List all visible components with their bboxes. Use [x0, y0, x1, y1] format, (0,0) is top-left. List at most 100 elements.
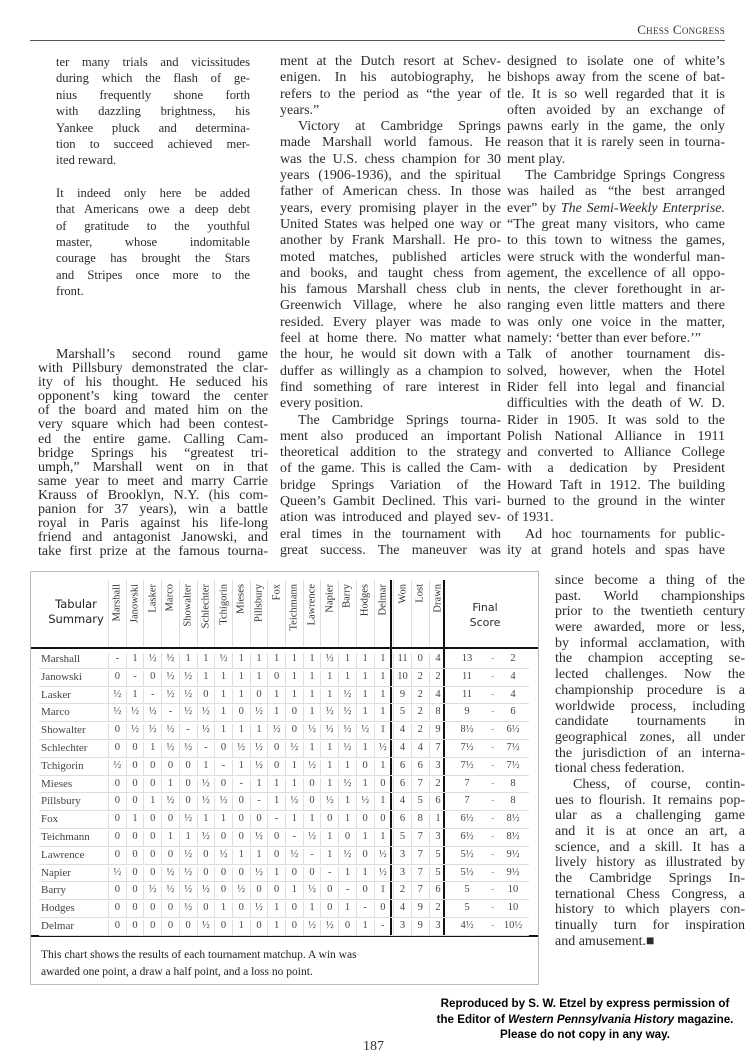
score-separator: -: [491, 724, 495, 736]
text-line: geographical zones, all under: [555, 730, 745, 746]
result-cell: 1: [285, 777, 303, 794]
result-cell: 1: [355, 706, 374, 723]
result-cell: ½: [108, 759, 126, 776]
column-header: Marco: [161, 580, 179, 646]
result-cell: 1: [320, 831, 338, 847]
score-for: 5½: [460, 848, 474, 860]
result-cell: 0: [178, 777, 197, 794]
player-name: Lasker: [41, 688, 71, 701]
stat-won: 5: [393, 831, 411, 847]
result-cell: 1: [302, 688, 321, 705]
line-text: The Cambridge Springs Congress: [525, 168, 725, 184]
column-header-label: Teichmann: [288, 584, 300, 631]
line-text: difficulties with the death of W. D.: [507, 396, 725, 412]
result-cell: 1: [320, 670, 338, 687]
line-text: ment play.: [507, 151, 566, 167]
result-cell: 1: [373, 706, 392, 723]
stat-drawn: 2: [428, 777, 447, 794]
result-cell: ½: [178, 688, 197, 705]
player-name: Schlechter: [41, 742, 88, 754]
line-text: designed to isolate one of white’s: [507, 54, 725, 69]
result-cell: 0: [125, 831, 144, 847]
result-cell: ½: [231, 884, 250, 901]
result-cell: ½: [231, 742, 250, 758]
text-line: The Cambridge Springs Congress: [507, 168, 725, 184]
credit-text: the Editor of: [436, 1012, 509, 1026]
result-cell: 0: [267, 759, 285, 776]
score-against: 4: [510, 670, 516, 682]
text-line: ues to flourish. It remains pop-: [555, 793, 745, 809]
result-cell: 1: [267, 777, 285, 794]
result-cell: ½: [108, 706, 126, 723]
result-cell: ½: [302, 884, 321, 901]
result-cell: 0: [267, 831, 285, 847]
stat-lost: 7: [410, 831, 429, 847]
column-header-label: Delmar: [377, 584, 389, 616]
result-cell: 0: [108, 920, 126, 936]
text-column-2: ment at the Dutch resort at Schev-enigen…: [280, 54, 501, 559]
result-cell: 1: [355, 688, 374, 705]
column-header-label: Pillsbury: [253, 584, 265, 622]
result-cell: 0: [320, 902, 338, 919]
stat-lost: 2: [410, 670, 429, 687]
player-name: Teichmann: [41, 831, 90, 843]
text-line: was the U.S. chess champion for 30: [280, 152, 501, 168]
result-cell: 0: [143, 866, 161, 883]
stat-drawn: 2: [428, 670, 447, 687]
text-line: enigen. In his autobiography, he: [280, 70, 501, 86]
text-line: It indeed only here be added: [56, 185, 250, 201]
text-line: very square which had been contest-: [38, 418, 268, 432]
result-cell: 1: [231, 848, 250, 865]
result-cell: 0: [338, 920, 356, 936]
result-cell: ½: [285, 742, 303, 758]
score-against: 7½: [506, 742, 520, 753]
text-line: designed to isolate one of white’s: [507, 54, 725, 70]
text-line: tion to succeed achieved mer-: [56, 136, 250, 152]
text-line: history to which players con-: [555, 902, 745, 918]
text-line: Krauss of Brooklyn, N.Y. (his com-: [38, 488, 268, 503]
text-column-3-continued: since become a thing of the past. World c…: [555, 573, 745, 950]
line-text: courage has brought the Stars: [56, 251, 250, 266]
result-cell: 1: [355, 831, 374, 847]
text-line: of gratitude to the youthful: [56, 218, 250, 234]
result-cell: ½: [178, 848, 197, 865]
score-against: 8: [510, 795, 516, 807]
result-cell: ½: [108, 866, 126, 883]
result-cell: 0: [161, 759, 179, 776]
result-cell: ½: [285, 848, 303, 865]
result-cell: ½: [267, 724, 285, 741]
result-cell: -: [249, 795, 268, 812]
text-line: and Stripes once more to the: [56, 267, 250, 283]
line-text: Yankee pluck and determina-: [56, 120, 250, 135]
text-line: the champion accepting se-: [555, 651, 745, 667]
table-row: Fox 0 1 0 0 ½ 1 1 0 0-1 1 0 1 0 0 6 8 1 6½ -8½: [39, 811, 529, 830]
result-cell: 0: [196, 688, 215, 705]
result-cell: 0: [125, 920, 144, 936]
table-caption: This chart shows the results of each tou…: [41, 947, 521, 981]
line-text: Rider fell into legal and financial: [507, 379, 725, 395]
text-line: royal in Paris against his life-long: [38, 517, 268, 531]
result-cell: 1: [249, 724, 268, 741]
line-text: ment also produced an important: [280, 428, 501, 444]
text-line: since become a thing of the: [555, 573, 745, 589]
result-cell: 0: [214, 884, 232, 901]
credit-line: the Editor of Western Pennsylvania Histo…: [420, 1012, 750, 1028]
caption-line: This chart shows the results of each tou…: [41, 949, 357, 961]
line-text: refers to the period as “the year of: [280, 86, 501, 102]
line-text: very square which had been contest-: [38, 417, 268, 433]
score-for: 13: [461, 653, 473, 664]
result-cell: 1: [302, 813, 321, 830]
column-header-label: Lasker: [147, 584, 159, 613]
result-cell: 1: [355, 742, 374, 758]
stat-lost: 6: [410, 759, 429, 776]
stat-won: 6: [393, 759, 411, 776]
stat-lost: 8: [410, 813, 429, 830]
column-header: Lost: [410, 580, 429, 646]
text-line: Ad hoc tournaments for public-: [507, 527, 725, 543]
line-text: ity at grand hotels and spas have: [507, 542, 725, 558]
score-against: 9½: [506, 866, 520, 878]
line-text: science, and a skill. It has a: [555, 839, 745, 855]
stat-won: 4: [393, 795, 411, 812]
column-header: Showalter: [178, 580, 197, 646]
result-cell: 0: [108, 848, 126, 865]
